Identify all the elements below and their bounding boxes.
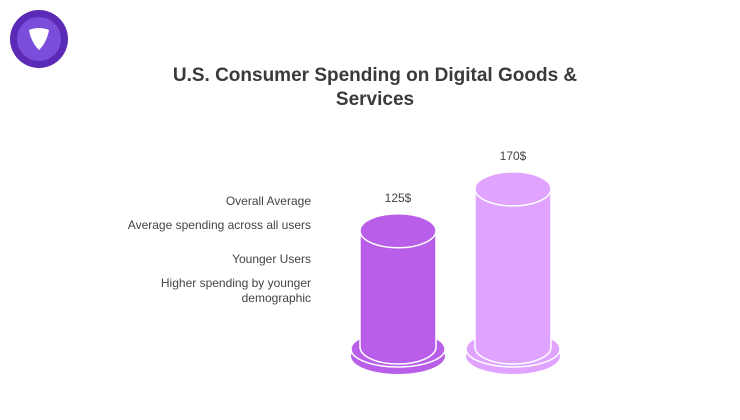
legend-label-overall: Overall Average	[225, 194, 311, 208]
value-label-younger-users: 170$	[500, 149, 527, 163]
brand-logo-icon	[10, 10, 68, 68]
legend-desc-overall: Average spending across all users	[127, 218, 311, 232]
bar-overall-average	[359, 230, 437, 365]
legend-desc-younger: Higher spending by younger demographic	[160, 276, 311, 305]
legend-label-younger: Younger Users	[232, 252, 311, 266]
value-label-overall-average: 125$	[385, 191, 412, 205]
bar-cap-overall-average	[359, 213, 437, 249]
bar-younger-users	[474, 188, 552, 365]
legend: Overall Average Average spending across …	[111, 194, 311, 325]
chart-title: U.S. Consumer Spending on Digital Goods …	[172, 65, 578, 110]
bar-cap-younger-users	[474, 171, 552, 207]
